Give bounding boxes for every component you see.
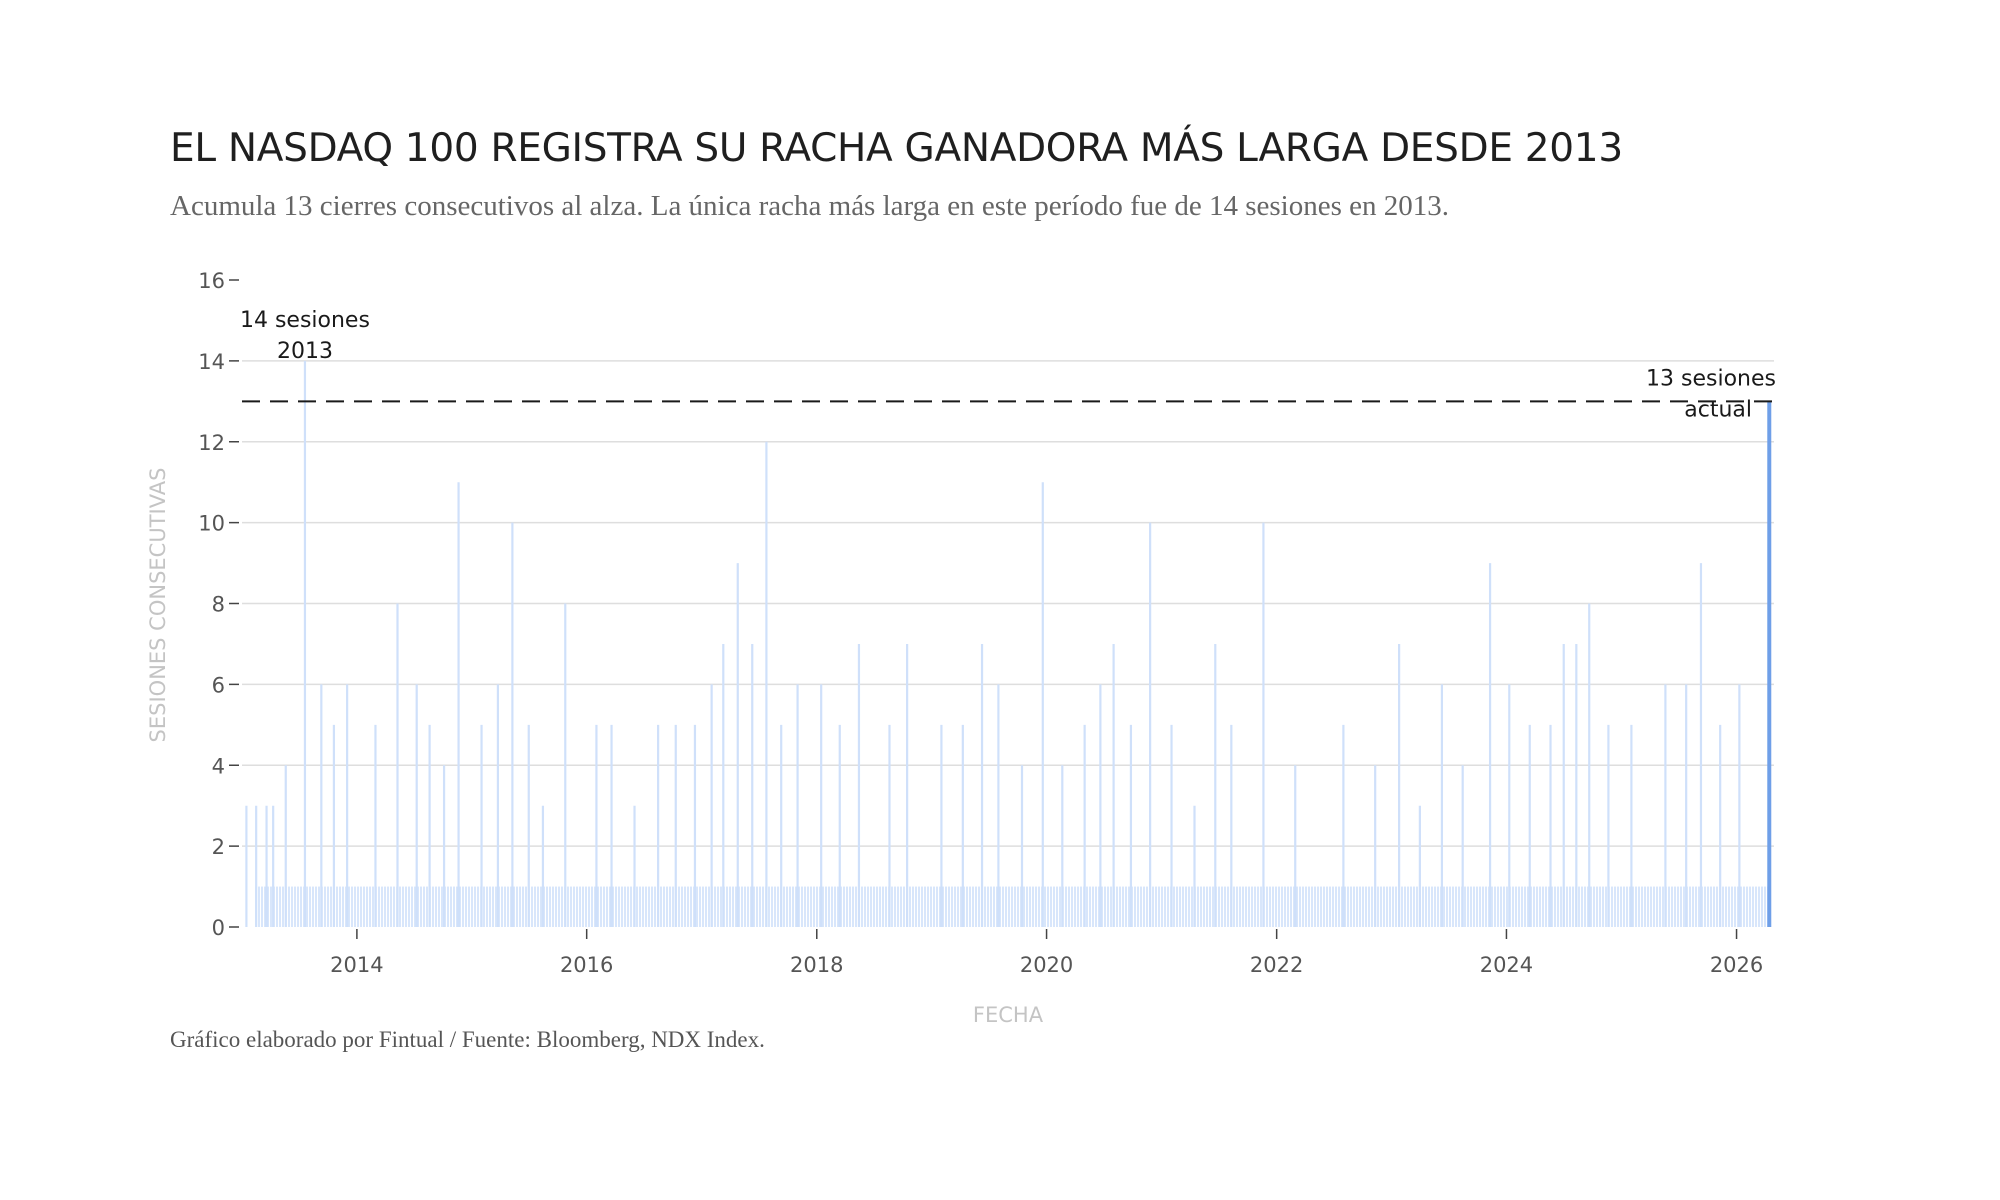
y-tick-label: 12 <box>198 431 225 455</box>
x-tick-label: 2026 <box>1710 953 1763 977</box>
chart-subtitle: Acumula 13 cierres consecutivos al alza.… <box>170 190 1450 222</box>
y-tick-label: 6 <box>212 673 225 697</box>
chart-title: EL NASDAQ 100 REGISTRA SU RACHA GANADORA… <box>170 126 1623 171</box>
y-tick-label: 0 <box>212 916 225 940</box>
y-axis-title: SESIONES CONSECUTIVAS <box>146 468 170 743</box>
x-tick-label: 2014 <box>330 953 383 977</box>
x-tick-label: 2024 <box>1480 953 1533 977</box>
annotation-2013: 14 sesiones 2013 <box>240 308 370 364</box>
annotation-current: 13 sesiones actual <box>1646 366 1776 422</box>
x-tick-label: 2016 <box>560 953 613 977</box>
y-tick-label: 4 <box>212 754 225 778</box>
grid-lines <box>242 360 1774 847</box>
annotations: 14 sesiones 2013 13 sesiones actual <box>240 308 1776 422</box>
bars-layer <box>245 360 1772 927</box>
y-tick-label: 2 <box>212 835 225 859</box>
axes: 0 2 4 6 8 10 12 14 16 2014 2016 2018 2020 2022 2024 202… <box>198 269 1763 977</box>
x-tick-label: 2022 <box>1250 953 1303 977</box>
y-tick-label: 8 <box>212 593 225 617</box>
x-axis-title: FECHA <box>973 1003 1044 1027</box>
chart-source: Gráfico elaborado por Fintual / Fuente: … <box>170 1027 765 1052</box>
x-tick-label: 2020 <box>1020 953 1073 977</box>
y-tick-label: 16 <box>198 269 225 293</box>
y-tick-label: 10 <box>198 512 225 536</box>
y-tick-label: 14 <box>198 350 225 374</box>
x-tick-label: 2018 <box>790 953 843 977</box>
